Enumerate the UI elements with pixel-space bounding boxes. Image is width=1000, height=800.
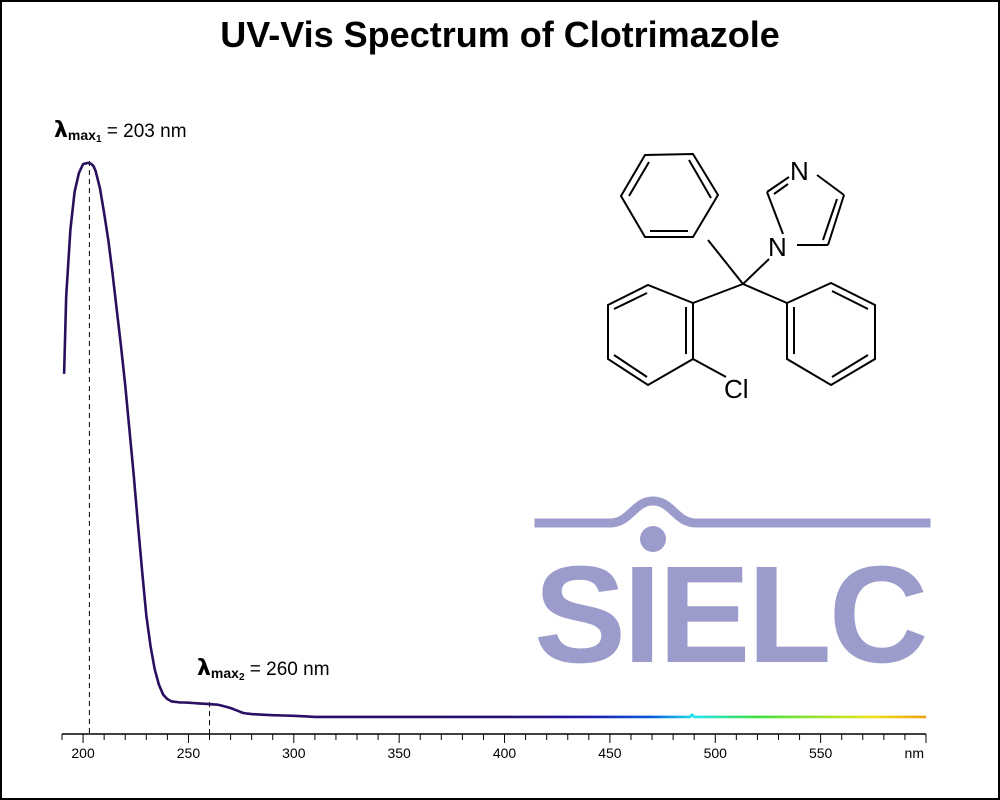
max-guides — [88, 161, 211, 734]
atom-n-ring: N — [768, 232, 787, 262]
atom-cl: Cl — [724, 374, 749, 404]
x-tick-label: 350 — [387, 745, 411, 761]
x-tick-label: 550 — [809, 745, 833, 761]
x-tick-label: 300 — [282, 745, 306, 761]
logo-dot — [640, 526, 666, 552]
logo-text: SIELC — [534, 538, 925, 692]
sielc-logo: SIELC — [534, 496, 931, 692]
atom-n-top: N — [790, 156, 809, 186]
x-axis: 200 250 300 350 400 450 500 550 nm — [61, 733, 927, 761]
x-tick-label: 400 — [493, 745, 517, 761]
x-tick-label: 500 — [704, 745, 728, 761]
clotrimazole-structure — [607, 152, 876, 387]
logo-swoosh — [534, 496, 931, 528]
lambda-max-label-2: λmax2 = 260 nm — [197, 656, 330, 683]
x-tick-label: 250 — [177, 745, 201, 761]
lambda-max-label-1: λmax1 = 203 nm — [54, 118, 187, 145]
spectrum-line — [62, 161, 926, 719]
max-annotations: λmax1 = 203 nm λmax2 = 260 nm — [54, 118, 330, 683]
chart-title: UV-Vis Spectrum of Clotrimazole — [220, 14, 780, 55]
x-unit-label: nm — [905, 745, 924, 761]
x-tick-label: 450 — [598, 745, 622, 761]
x-tick-label: 200 — [71, 745, 95, 761]
